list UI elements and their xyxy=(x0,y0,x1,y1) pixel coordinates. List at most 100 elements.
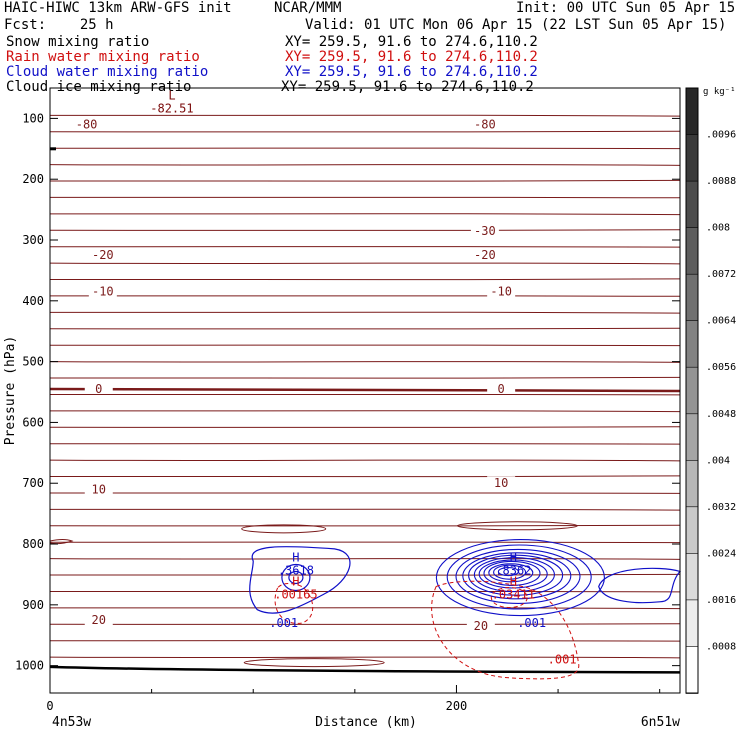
cloud-contours xyxy=(249,539,682,680)
colorbar-swatch xyxy=(685,366,699,415)
field-snow-xy: XY= 259.5, 91.6 to 274.6,110.2 xyxy=(285,34,538,50)
colorbar-swatch xyxy=(685,227,699,275)
colorbar-swatch xyxy=(685,553,699,601)
colorbar-label: .008 xyxy=(706,223,730,234)
colorbar-swatch xyxy=(685,646,699,694)
colorbar-unit: g kg⁻¹ xyxy=(703,87,736,97)
isotherm-line xyxy=(49,573,681,576)
rain-water-contour xyxy=(274,583,314,624)
y-tick-label: 800 xyxy=(22,537,44,551)
temperature-label: -20 xyxy=(92,248,114,262)
init-time: Init: 00 UTC Sun 05 Apr 15 xyxy=(516,0,736,16)
label-bg xyxy=(487,284,516,297)
field-ice-xy: XY= 259.5, 91.6 to 274.6,110.2 xyxy=(281,79,534,95)
isotherm-line xyxy=(49,213,681,216)
field-rain-name: Rain water mixing ratio xyxy=(6,49,200,65)
isotherm-line xyxy=(49,508,681,511)
field-ice-name: Cloud ice mixing ratio xyxy=(6,79,192,95)
cloud-water-contour xyxy=(493,564,527,580)
label-bg xyxy=(470,223,499,236)
isotherm-line xyxy=(49,376,681,379)
isotherm-closed-contour xyxy=(243,658,385,668)
isotherm-line xyxy=(49,475,681,478)
cloud-water-contour xyxy=(598,567,682,604)
isotherm-line xyxy=(49,163,681,166)
label-bg xyxy=(470,117,499,130)
cloud-water-contour xyxy=(497,567,519,577)
isotherm-line xyxy=(49,229,681,231)
extremum-value: .8362 xyxy=(495,563,531,577)
isotherm-line xyxy=(49,262,681,265)
isotherm-closed-contour xyxy=(456,521,578,531)
isotherm-line xyxy=(49,130,681,133)
field-snow-name: Snow mixing ratio xyxy=(6,34,150,50)
y-tick-label: 200 xyxy=(22,172,44,186)
cloud-water-contour xyxy=(249,546,351,614)
temperature-label: 20 xyxy=(474,619,488,633)
colorbar-swatch xyxy=(685,180,699,229)
colorbar-swatch xyxy=(685,87,699,136)
x-start-label: 4n53w xyxy=(52,715,91,730)
colorbar-label: .0024 xyxy=(706,548,736,559)
rain-water-contour xyxy=(431,580,580,680)
isotherm-line xyxy=(49,623,681,625)
isotherm-line xyxy=(49,656,681,659)
cloud-water-contour xyxy=(288,570,304,585)
forecast-hour: Fcst: 25 h xyxy=(4,17,114,33)
extremum-type: H xyxy=(510,550,517,564)
colorbar-label: .0064 xyxy=(706,316,736,327)
isotherm-line xyxy=(49,524,681,527)
isotherm-line xyxy=(49,278,681,281)
label-bg xyxy=(487,476,516,489)
temperature-label: -10 xyxy=(92,285,114,299)
y-tick-label: 300 xyxy=(22,233,44,247)
colorbar-label: .0096 xyxy=(706,130,736,141)
isotherm-line xyxy=(49,327,681,330)
plot-frame xyxy=(49,87,681,694)
field-rain-xy: XY= 259.5, 91.6 to 274.6,110.2 xyxy=(285,49,538,65)
cloud-water-contour xyxy=(483,560,541,586)
colorbar-label: .0032 xyxy=(706,502,736,513)
label-bg xyxy=(470,248,499,261)
surface-line xyxy=(49,665,681,674)
colorbar-label: .004 xyxy=(706,455,730,466)
y-tick-label: 500 xyxy=(22,355,44,369)
colorbar-label: .0088 xyxy=(706,176,736,187)
label-bg xyxy=(84,381,113,394)
field-cloudwater-xy: XY= 259.5, 91.6 to 274.6,110.2 xyxy=(285,64,538,80)
cloud-water-contour xyxy=(468,554,564,596)
extremum-value: .03411 xyxy=(492,588,535,602)
isotherm-line xyxy=(49,426,681,428)
plot-border xyxy=(49,87,681,694)
y-tick-label: 400 xyxy=(22,294,44,308)
colorbar-label: .0056 xyxy=(706,362,736,373)
colorbar: .0096 .0088 .008 .0072 .0064 .0056 .0048 .004 .0… xyxy=(685,87,736,694)
freezing-level-line xyxy=(49,387,681,393)
isotherm-edge-contour xyxy=(49,538,74,545)
cloud-water-contour xyxy=(446,544,592,610)
temperature-label: 0 xyxy=(498,382,505,396)
x-tick-label: 0 xyxy=(46,699,53,713)
label-bg xyxy=(84,482,113,495)
temperature-label: -80 xyxy=(474,117,496,131)
colorbar-label: .0008 xyxy=(706,641,736,652)
temperature-label: 0 xyxy=(95,382,102,396)
isotherm-line xyxy=(49,410,681,413)
cloud-water-contour xyxy=(462,552,572,600)
y-tick-label: 100 xyxy=(22,111,44,125)
isotherm-line xyxy=(49,114,681,117)
isotherm-line xyxy=(49,459,681,462)
isotherm-line xyxy=(49,607,681,610)
label-bg xyxy=(88,284,117,297)
temperature-label: 10 xyxy=(494,476,508,490)
y-tick-label: 700 xyxy=(22,476,44,490)
label-bg xyxy=(487,381,516,394)
label-bg xyxy=(72,117,101,130)
isotherm-line xyxy=(49,557,681,560)
colorbar-label: .0016 xyxy=(706,595,736,606)
temperature-label: -10 xyxy=(490,285,512,299)
colorbar-swatch xyxy=(685,320,699,369)
model-source: NCAR/MMM xyxy=(274,0,342,16)
isotherm-line xyxy=(49,360,681,363)
